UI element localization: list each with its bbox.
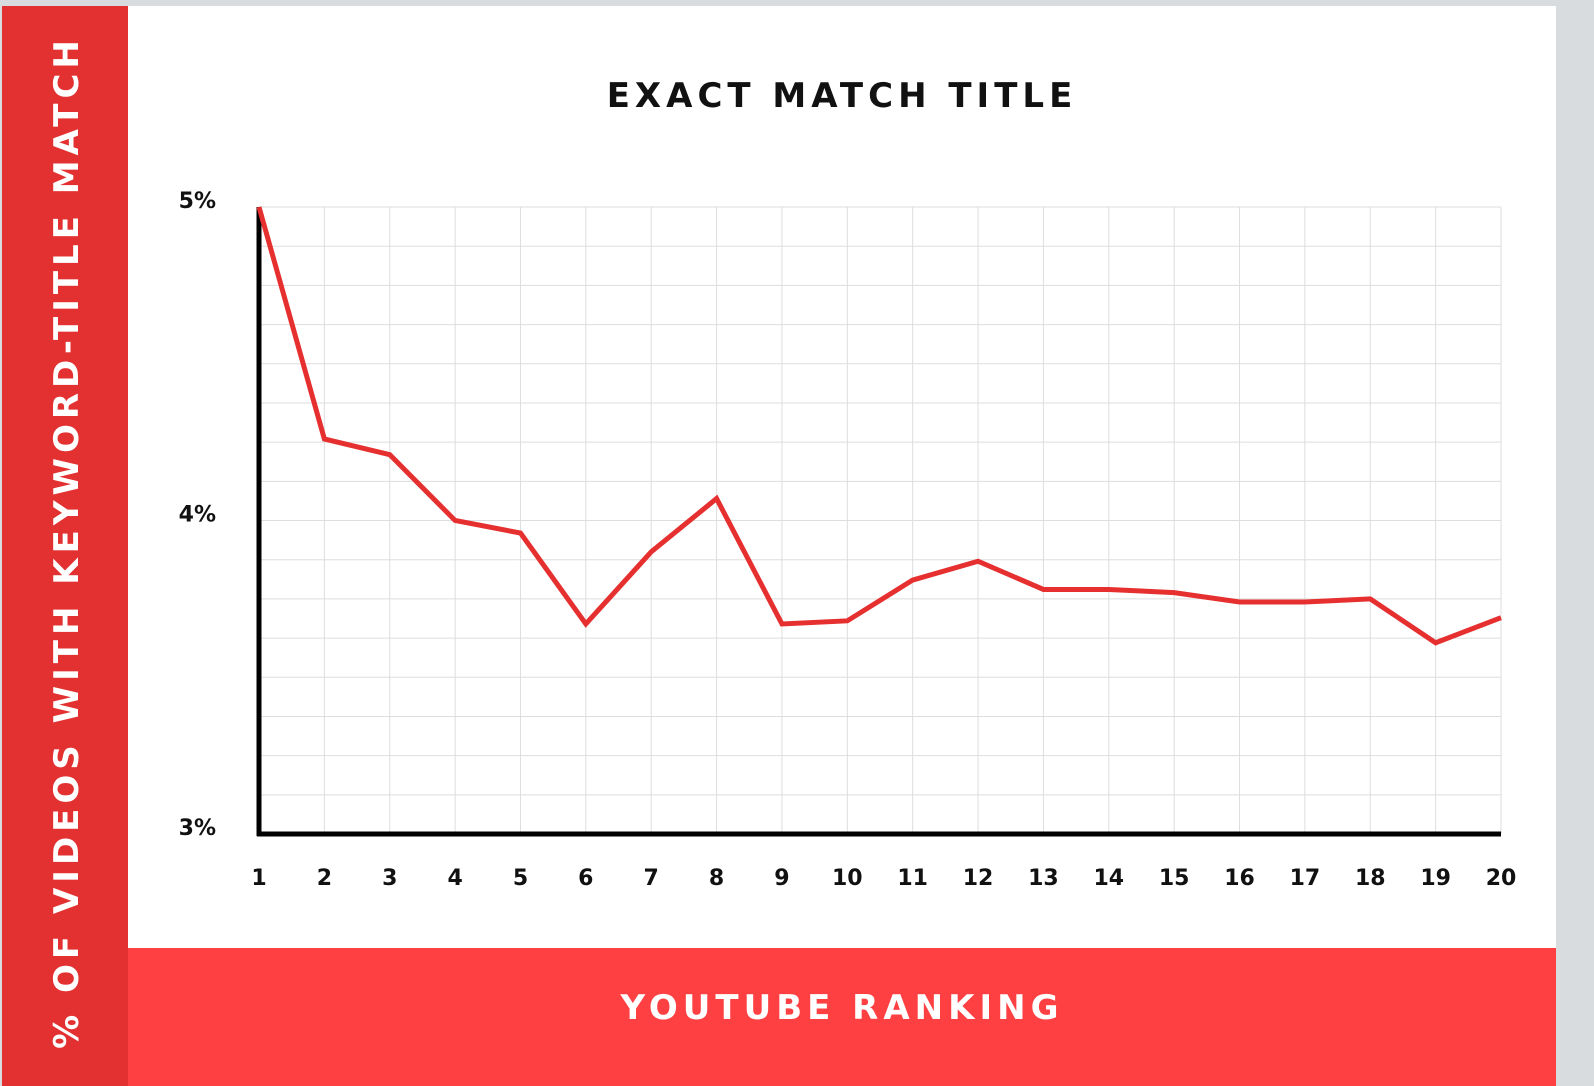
chart-title: EXACT MATCH TITLE — [606, 76, 1078, 116]
series-line — [256, 206, 1502, 646]
x-tick-label: 14 — [1093, 866, 1124, 891]
x-tick-label: 5 — [513, 866, 528, 891]
x-tick-label: 3 — [382, 866, 397, 891]
y-tick-label: 4% — [179, 503, 216, 528]
x-tick-label: 11 — [897, 866, 928, 891]
x-tick-label: 13 — [1028, 866, 1059, 891]
x-tick-label: 16 — [1224, 866, 1255, 891]
x-tick-label: 9 — [774, 866, 789, 891]
x-tick-label: 10 — [832, 866, 863, 891]
x-tick-label: 8 — [709, 866, 724, 891]
x-tick-label: 6 — [578, 866, 593, 891]
x-tick-label: 1 — [251, 866, 266, 891]
x-tick-label: 17 — [1290, 866, 1321, 891]
x-tick-label: 7 — [644, 866, 659, 891]
y-tick-label: 3% — [179, 816, 216, 841]
x-tick-label: 2 — [317, 866, 332, 891]
x-tick-label: 15 — [1159, 866, 1190, 891]
y-tick-label: 5% — [179, 189, 216, 214]
x-tick-label: 20 — [1486, 866, 1517, 891]
x-tick-label: 4 — [447, 866, 462, 891]
x-axis-label: YOUTUBE RANKING — [620, 988, 1064, 1028]
x-tick-label: 18 — [1355, 866, 1386, 891]
y-axis-label-bar: % OF VIDEOS WITH KEYWORD-TITLE MATCH — [2, 6, 128, 1086]
x-axis-label-bar: YOUTUBE RANKING — [128, 948, 1556, 1086]
x-tick-label: 19 — [1420, 866, 1451, 891]
x-tick-label: 12 — [963, 866, 994, 891]
